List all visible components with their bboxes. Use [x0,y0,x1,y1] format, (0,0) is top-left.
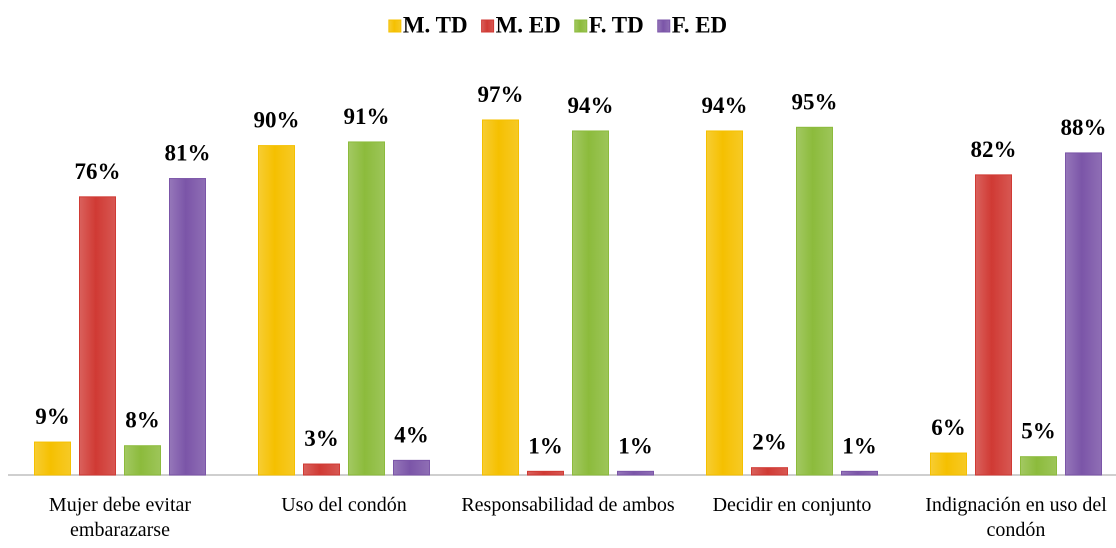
data-label: 5% [1021,419,1056,444]
x-tick-label: Indignación en uso del condón [925,494,1107,541]
legend-item: M. ED [481,12,561,37]
legend-swatch [574,19,588,33]
bar [1020,456,1057,476]
bar [527,470,564,476]
x-tick-label: Mujer debe evitar embarazarse [48,494,192,541]
bar [572,130,609,476]
legend-item: F. ED [657,12,727,37]
legend: M. TD M. ED F. TD F. ED [388,12,727,37]
bar [617,470,654,476]
data-label: 94% [702,93,748,118]
data-label: 81% [165,141,211,166]
data-label: 94% [568,93,614,118]
legend-label: F. TD [589,12,644,37]
legend-swatch [657,19,671,33]
data-label: 6% [931,415,966,440]
data-label: 2% [752,430,787,455]
legend-label: M. TD [403,12,468,37]
data-label: 95% [792,89,838,114]
data-label: 88% [1061,115,1107,140]
bar [482,119,519,476]
legend-label: M. ED [496,12,561,37]
data-label: 1% [528,433,563,458]
data-label: 1% [842,433,877,458]
data-label: 90% [254,108,300,133]
bar [706,130,743,476]
legend-label: F. ED [672,12,727,37]
legend-swatch [388,19,402,33]
bar [303,463,340,476]
data-label: 91% [344,104,390,129]
legend-swatch [481,19,495,33]
bar [841,470,878,476]
bar [1065,152,1102,476]
bar [169,178,206,476]
bar [975,174,1012,476]
x-tick-label: Responsabilidad de ambos [461,494,675,516]
legend-item: F. TD [574,12,644,37]
data-label: 97% [478,82,524,107]
bar [34,441,71,476]
data-label: 8% [125,408,160,433]
data-label: 9% [35,404,70,429]
bar [930,452,967,476]
bar [79,196,116,476]
data-label: 82% [971,137,1017,162]
data-label: 3% [304,426,339,451]
bar [796,126,833,476]
bar [124,445,161,476]
data-label: 1% [618,433,653,458]
data-label: 4% [394,422,429,447]
x-tick-label: Uso del condón [281,494,407,516]
bar [751,467,788,476]
bar [393,459,430,476]
bar [258,145,295,476]
bar [348,141,385,476]
x-tick-label: Decidir en conjunto [712,494,872,516]
legend-item: M. TD [388,12,468,37]
data-label: 76% [75,159,121,184]
